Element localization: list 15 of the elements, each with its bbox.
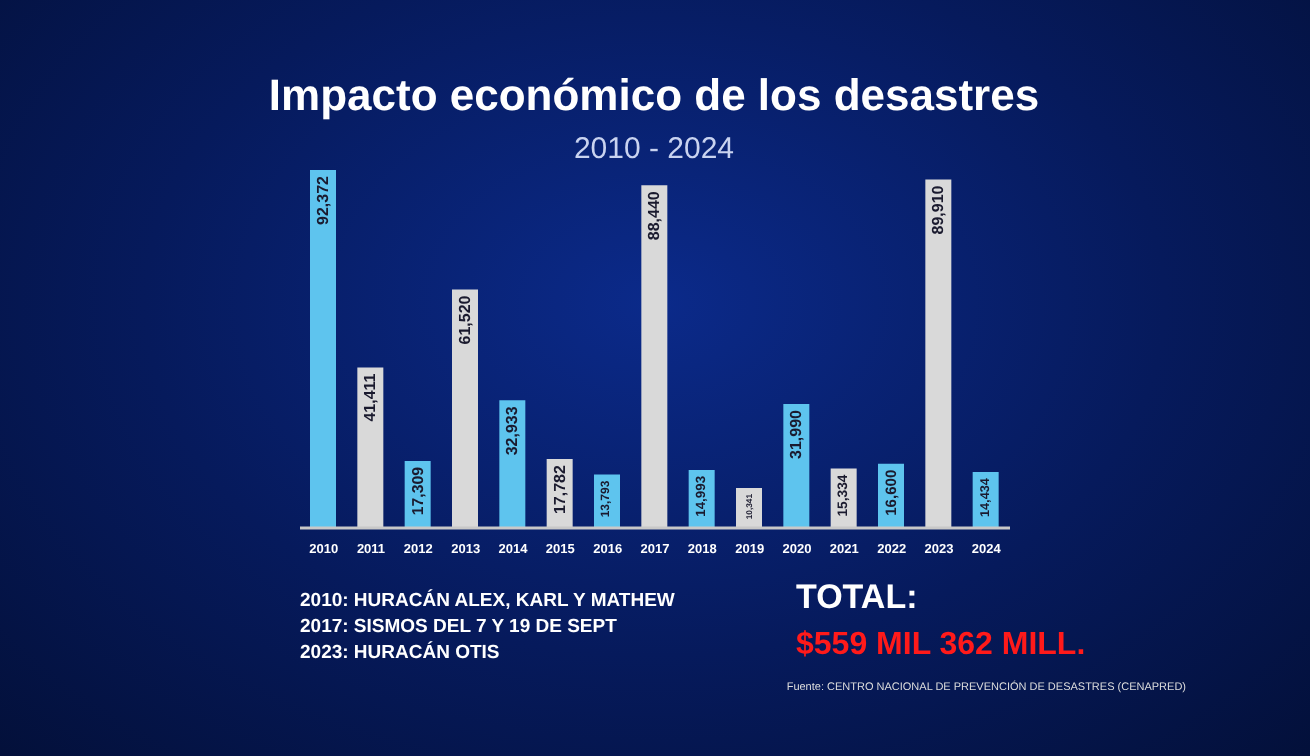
text: 2010: HURACÁN ALEX, KARL Y MATHEW	[300, 588, 675, 612]
data-label: 89,910	[929, 184, 948, 235]
text: $559 MIL 362 MILL.	[796, 628, 1086, 662]
data-label: 31,990	[787, 408, 806, 459]
text: TOTAL:	[796, 578, 918, 616]
data-label: 61,520	[456, 294, 474, 345]
data-label: 88,440	[645, 190, 664, 241]
data-label: 92,372	[314, 174, 332, 225]
text: 2023: HURACÁN OTIS	[300, 640, 500, 664]
text: 2017: SISMOS DEL 7 Y 19 DE SEPT	[300, 616, 618, 638]
data-label: 32,933	[503, 405, 522, 456]
chart-title: Impacto económico de los desastres	[268, 70, 1040, 120]
data-label: 41,411	[361, 372, 380, 422]
data-label: 17,782	[550, 463, 569, 515]
chart-subtitle: 2010 - 2024	[573, 132, 735, 166]
